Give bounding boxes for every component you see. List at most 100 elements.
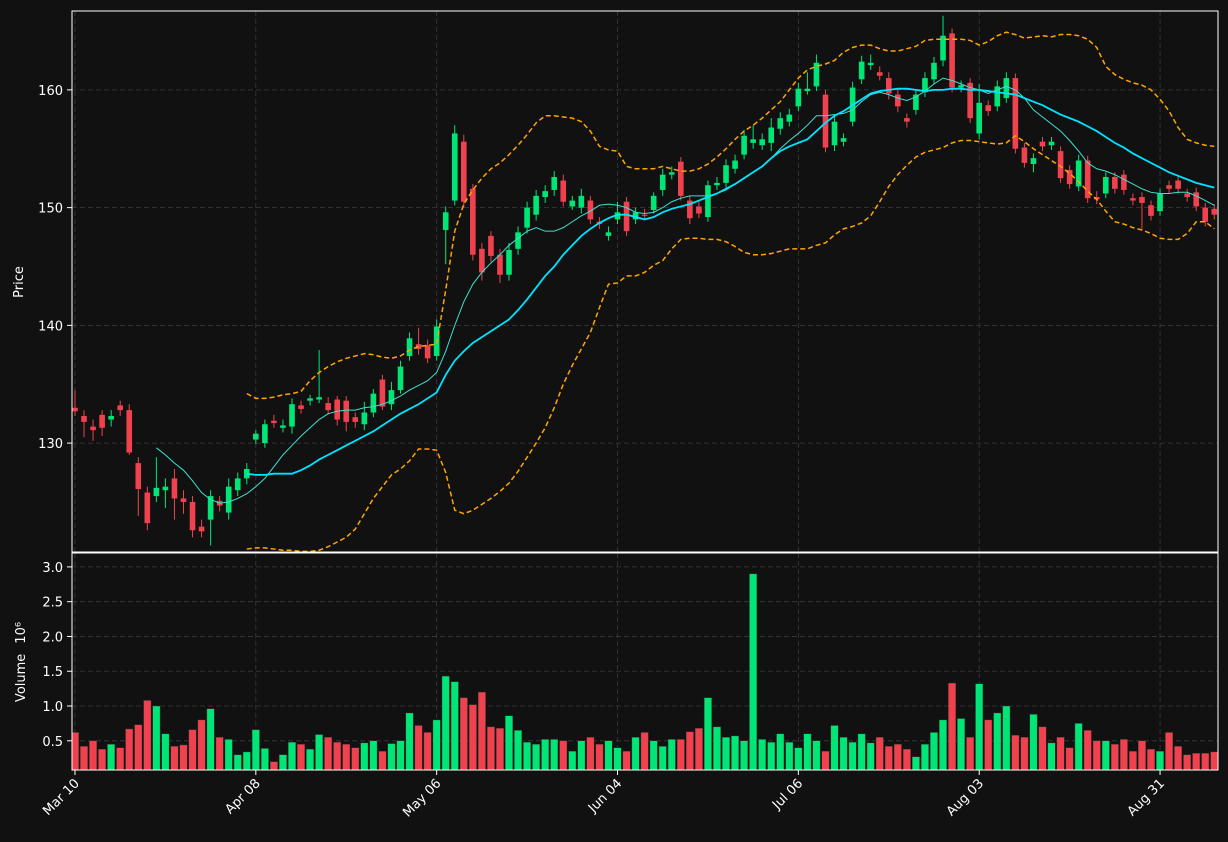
volume-bar — [170, 746, 179, 770]
candle-body — [931, 62, 937, 80]
candle-body — [732, 160, 738, 169]
volume-bar — [740, 740, 749, 770]
candle-body — [560, 180, 567, 202]
candle-body — [632, 212, 639, 220]
candle-body — [904, 118, 910, 122]
candle-body — [768, 127, 775, 143]
candle-body — [90, 426, 96, 431]
candle-body — [1202, 207, 1209, 222]
volume-bar — [731, 735, 739, 770]
candle-body — [1057, 151, 1064, 179]
candle-body — [370, 393, 377, 413]
volume-frame — [71, 552, 1219, 771]
volume-bar — [523, 741, 531, 770]
volume-bar — [414, 725, 423, 770]
volume-bar — [839, 737, 848, 770]
candle-body — [922, 78, 928, 93]
candle-body — [1021, 147, 1028, 163]
candle-body — [262, 424, 268, 444]
candle-body — [705, 185, 711, 218]
volume-bar — [649, 740, 658, 770]
volume-bar — [143, 700, 152, 770]
candle-body — [1166, 185, 1172, 189]
indicator-line — [246, 31, 1215, 400]
volume-bar — [179, 744, 188, 770]
y-tick-label: 160 — [38, 84, 63, 99]
candle-body — [696, 206, 702, 214]
candle-body — [587, 200, 594, 220]
volume-bar — [1192, 753, 1201, 770]
volume-bar — [351, 747, 360, 770]
y-tick-label: 150 — [38, 202, 63, 217]
volume-bar — [550, 739, 559, 770]
candle-body — [813, 62, 820, 87]
candle-body — [72, 407, 78, 412]
candle-body — [1003, 78, 1010, 99]
candle-body — [1048, 141, 1055, 146]
volume-bar — [306, 748, 314, 770]
candle-body — [406, 338, 413, 356]
candle-body — [488, 235, 494, 256]
volume-bar — [152, 705, 161, 770]
volume-bar — [1047, 742, 1056, 770]
candle-body — [307, 398, 313, 401]
candle-body — [678, 161, 684, 196]
candle-body — [1157, 193, 1163, 212]
volume-bar — [125, 728, 134, 770]
volume-bar — [468, 704, 477, 770]
candle-body — [153, 487, 160, 497]
volume-bar — [902, 748, 911, 770]
candle-body — [967, 82, 973, 119]
volume-bar — [749, 573, 758, 770]
volume-bar — [1110, 744, 1119, 770]
price-plot — [72, 15, 1218, 552]
candle-body — [1211, 208, 1218, 215]
candle-body — [1139, 197, 1145, 203]
volume-bar — [1210, 751, 1218, 770]
volume-bar — [450, 681, 459, 770]
volume-bar — [568, 751, 577, 770]
candle-body — [822, 94, 829, 148]
volume-bar — [948, 682, 956, 770]
candle-body — [650, 195, 657, 210]
candle-body — [687, 200, 693, 219]
price-axis-label: Price — [12, 266, 27, 298]
volume-bar — [875, 737, 884, 770]
candle-body — [940, 35, 946, 61]
volume-bar — [685, 731, 694, 770]
volume-bar — [72, 732, 79, 770]
y-tick-label: 1.5 — [42, 665, 63, 680]
volume-bar — [387, 743, 396, 770]
volume-bar — [848, 741, 857, 770]
volume-plot — [72, 573, 1218, 770]
volume-bar — [496, 728, 504, 770]
volume-bar — [487, 726, 495, 770]
candle-body — [280, 425, 286, 428]
candle-body — [1030, 158, 1037, 165]
volume-bar — [333, 741, 342, 770]
volume-bar — [224, 739, 233, 770]
candle-body — [171, 478, 178, 499]
volume-label: Volume — [14, 654, 29, 702]
volume-bar — [776, 733, 785, 770]
candle-body — [460, 141, 467, 202]
candle-body — [542, 191, 548, 198]
volume-bar — [704, 697, 712, 770]
volume-bar — [803, 733, 812, 770]
volume-bar — [260, 748, 269, 770]
volume-bar — [532, 744, 541, 770]
candle-body — [605, 232, 612, 236]
volume-bar — [514, 730, 522, 770]
candle-body — [1184, 193, 1190, 198]
candle-body — [298, 405, 304, 409]
volume-bar — [930, 732, 938, 770]
volume-bar — [658, 746, 667, 770]
volume-bar — [1156, 751, 1164, 770]
volume-grid — [72, 553, 1218, 770]
volume-bar — [1119, 739, 1128, 770]
volume-bar — [622, 751, 631, 770]
candle-body — [343, 400, 350, 422]
candle-body — [831, 121, 838, 146]
volume-bar — [242, 751, 251, 770]
